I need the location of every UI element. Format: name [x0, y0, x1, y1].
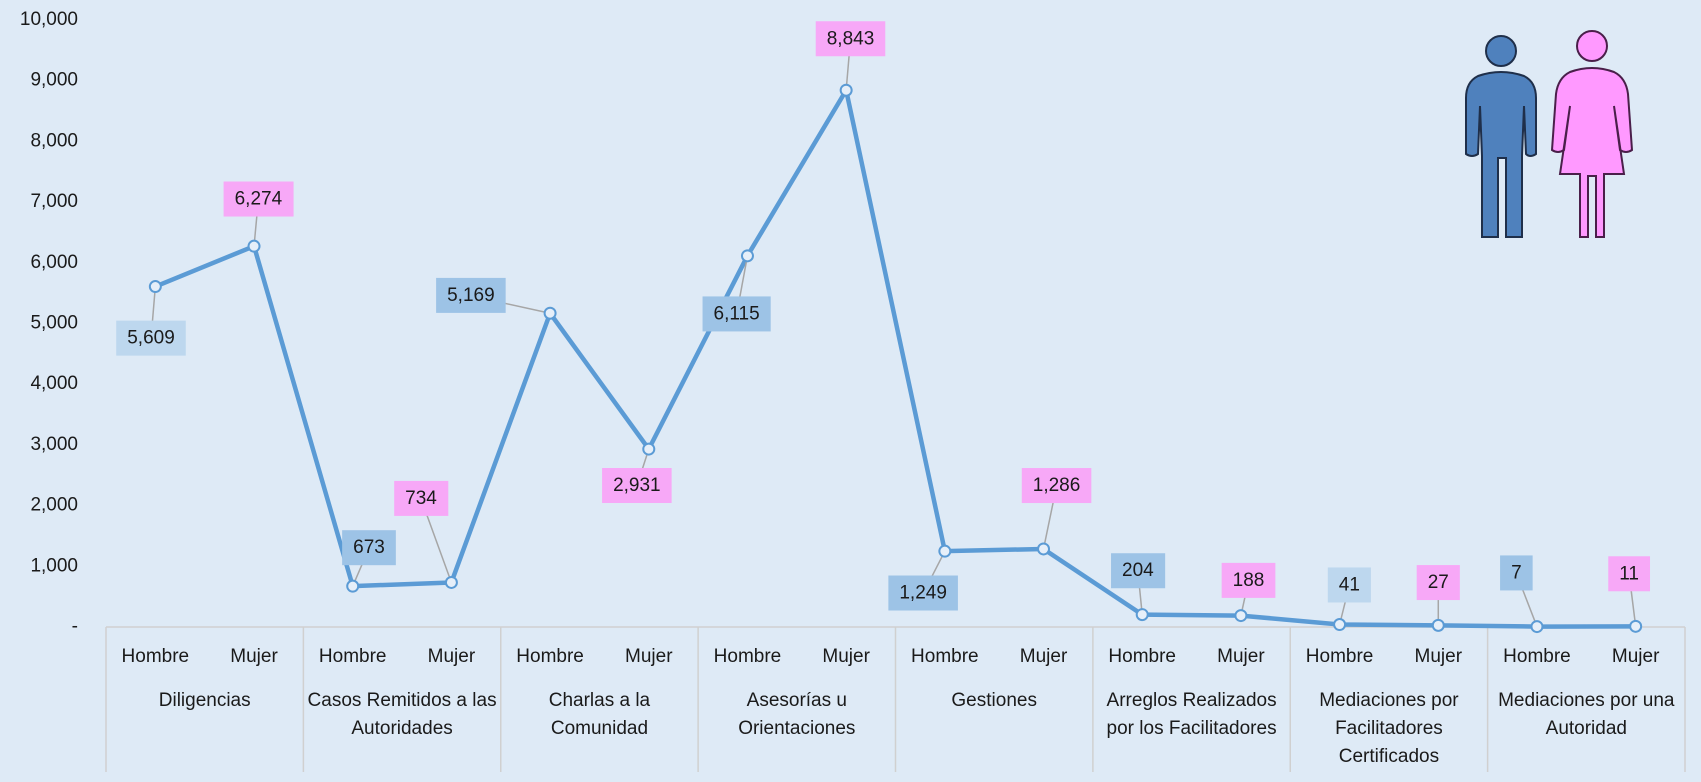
- marker: [938, 544, 952, 558]
- data-label: 188: [1233, 570, 1265, 591]
- data-label-box: [702, 296, 771, 332]
- data-label-box: [1111, 553, 1166, 589]
- data-label: 27: [1428, 572, 1449, 593]
- data-label: 41: [1339, 574, 1360, 595]
- marker: [1037, 542, 1051, 556]
- group-label: Asesorías u Orientaciones: [738, 690, 856, 739]
- data-label-box: [116, 320, 186, 356]
- marker: [543, 306, 557, 320]
- x-tick-label: Hombre: [1108, 646, 1176, 667]
- data-label: 8,843: [827, 28, 875, 49]
- data-label-box: [888, 575, 958, 611]
- data-label: 2,931: [613, 475, 661, 496]
- group-label: Mediaciones por una Autoridad: [1498, 690, 1675, 739]
- data-label: 11: [1619, 563, 1639, 584]
- data-label: 5,169: [447, 285, 495, 306]
- data-label: 5,609: [127, 328, 175, 349]
- data-label-box: [1327, 567, 1371, 603]
- data-label-box: [342, 530, 396, 566]
- x-tick-label: Mujer: [1217, 646, 1265, 667]
- data-label: 7: [1511, 562, 1522, 583]
- x-tick-label: Mujer: [1020, 646, 1068, 667]
- marker: [1431, 618, 1445, 632]
- data-labels: [116, 21, 1651, 627]
- x-tick-label: Hombre: [516, 646, 584, 667]
- data-label-box: [436, 277, 506, 313]
- x-tick-label: Hombre: [714, 646, 782, 667]
- marker: [642, 442, 656, 456]
- marker: [740, 249, 754, 263]
- x-tick-label: Hombre: [1306, 646, 1374, 667]
- x-tick-label: Mujer: [822, 646, 870, 667]
- y-tick-label: 6,000: [30, 252, 78, 273]
- data-label-box: [1021, 468, 1092, 504]
- marker: [247, 239, 261, 253]
- data-label: 1,249: [899, 583, 947, 604]
- group-label: Arreglos Realizados por los Facilitadore…: [1106, 690, 1277, 739]
- line: [154, 87, 1636, 629]
- marker: [346, 579, 360, 593]
- marker: [444, 575, 458, 589]
- y-tick-label: 8,000: [30, 130, 78, 151]
- y-tick-label: 9,000: [30, 70, 78, 91]
- group-label: Diligencias: [158, 690, 251, 711]
- data-label: 204: [1122, 560, 1154, 581]
- marker: [1333, 618, 1347, 632]
- data-label-box: [394, 480, 449, 516]
- data-label-box: [1416, 565, 1460, 601]
- y-tick-label: 2,000: [30, 495, 78, 516]
- x-tick-label: Mujer: [625, 646, 673, 667]
- y-tick-label: 5,000: [30, 313, 78, 334]
- marker: [1135, 608, 1149, 622]
- data-label-box: [602, 467, 672, 503]
- marker: [1629, 619, 1643, 633]
- data-label-box: [1500, 555, 1533, 591]
- data-label: 673: [353, 537, 385, 558]
- group-label: Charlas a la Comunidad: [548, 690, 651, 739]
- y-tick-label: 10,000: [20, 9, 78, 30]
- data-label-box: [1221, 562, 1276, 598]
- x-tick-label: Hombre: [911, 646, 979, 667]
- data-label-box: [1608, 556, 1651, 592]
- people-icon: [1465, 30, 1634, 238]
- y-tick-label: -: [72, 616, 78, 637]
- group-label: Gestiones: [951, 690, 1037, 711]
- y-tick-label: 3,000: [30, 434, 78, 455]
- x-tick-label: Mujer: [230, 646, 278, 667]
- data-label: 6,115: [714, 303, 760, 324]
- marker: [148, 280, 162, 294]
- data-label-box: [223, 181, 294, 217]
- data-label-box: [815, 21, 886, 57]
- marker: [1234, 609, 1248, 623]
- x-tick-label: Mujer: [1415, 646, 1463, 667]
- group-label: Casos Remitidos a las Autoridades: [307, 690, 497, 739]
- marker: [1530, 620, 1544, 634]
- y-tick-label: 1,000: [30, 555, 78, 576]
- marker: [839, 83, 853, 97]
- x-tick-label: Mujer: [1612, 646, 1660, 667]
- y-tick-label: 4,000: [30, 373, 78, 394]
- data-label: 734: [405, 488, 437, 509]
- x-tick-label: Hombre: [1503, 646, 1571, 667]
- group-label: Mediaciones por Facilitadores Certificad…: [1319, 690, 1459, 767]
- x-tick-label: Hombre: [319, 646, 387, 667]
- x-tick-label: Mujer: [428, 646, 476, 667]
- y-tick-label: 7,000: [30, 191, 78, 212]
- x-tick-label: Hombre: [122, 646, 190, 667]
- data-label: 6,274: [235, 189, 283, 210]
- data-label: 1,286: [1033, 475, 1081, 496]
